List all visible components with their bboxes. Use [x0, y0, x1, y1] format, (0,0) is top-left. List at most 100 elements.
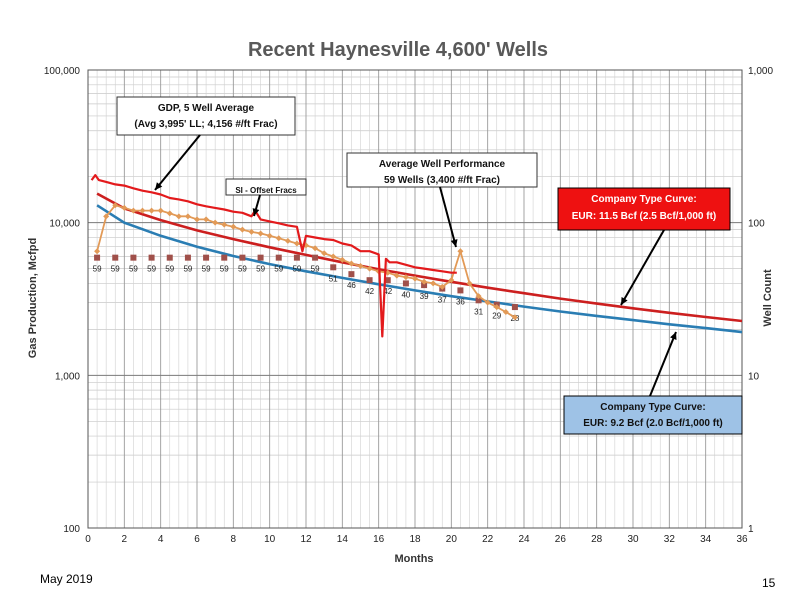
well-count-marker [421, 282, 428, 289]
x-tick-label: 26 [555, 534, 567, 545]
well-count-marker [203, 254, 210, 261]
well-count-label: 59 [111, 265, 120, 274]
well-count-label: 59 [238, 265, 247, 274]
average-well-marker [248, 228, 255, 235]
annotation-type-curve-blue-text: Company Type Curve: [600, 402, 705, 413]
average-well-marker [502, 308, 509, 315]
average-well-marker [266, 232, 273, 239]
x-tick-label: 32 [664, 534, 676, 545]
gdp-average-line [90, 174, 457, 338]
well-count-label: 59 [274, 265, 283, 274]
x-tick-label: 6 [194, 534, 200, 545]
well-count-marker [293, 254, 300, 261]
average-well-marker [475, 293, 482, 300]
average-well-marker [439, 283, 446, 290]
well-count-marker [257, 254, 264, 261]
x-tick-label: 36 [736, 534, 748, 545]
x-tick-label: 12 [300, 534, 312, 545]
well-count-label: 46 [347, 281, 356, 290]
well-count-marker [366, 277, 373, 284]
average-well-marker [511, 314, 518, 321]
page-number: 15 [762, 576, 776, 590]
average-well-marker [348, 260, 355, 267]
x-tick-label: 8 [231, 534, 237, 545]
well-count-label: 29 [492, 312, 501, 321]
well-count-marker [384, 277, 391, 284]
annotation-average-well: Average Well Performance 59 Wells (3,400 … [346, 152, 538, 188]
average-well-marker [484, 299, 491, 306]
x-tick-label: 18 [409, 534, 421, 545]
well-count-marker [166, 254, 173, 261]
well-count-marker [330, 264, 337, 271]
annotation-gdp-arrowhead [155, 182, 163, 190]
y-tick-label: 100,000 [44, 66, 81, 77]
average-well-marker [293, 240, 300, 247]
annotation-gdp: GDP, 5 Well Average (Avg 3,995' LL; 4,156… [116, 96, 296, 136]
annotation-type-curve-blue-arrowhead [670, 332, 677, 340]
average-well-marker [275, 235, 282, 242]
annotation-average-well-box [346, 152, 538, 188]
annotation-type-curve-red-text: Company Type Curve: [591, 194, 696, 205]
well-count-marker [457, 287, 464, 294]
well-count-marker [239, 254, 246, 261]
well-count-marker [312, 254, 319, 261]
well-count-marker [94, 254, 101, 261]
average-well-marker [457, 248, 464, 255]
well-count-label: 59 [220, 265, 229, 274]
x-tick-label: 30 [627, 534, 639, 545]
well-count-marker [221, 254, 228, 261]
x-axis-label: Months [394, 553, 433, 565]
y2-tick-label: 10 [748, 371, 760, 382]
average-well-marker [166, 210, 173, 217]
average-well-marker [130, 207, 137, 214]
average-well-marker [402, 274, 409, 281]
annotation-type-curve-blue-text: EUR: 9.2 Bcf (2.0 Bcf/1,000 ft) [583, 418, 723, 429]
well-count-label: 37 [438, 296, 447, 305]
footer-date: May 2019 [40, 572, 93, 586]
average-well-marker [312, 245, 319, 252]
x-tick-label: 22 [482, 534, 494, 545]
well-count-label: 59 [165, 265, 174, 274]
annotation-gdp-box [116, 96, 296, 136]
well-count-marker [130, 254, 137, 261]
annotation-offset-fracs: SI - Offset Fracs [225, 178, 307, 196]
annotation-average-well-text: 59 Wells (3,400 #/ft Frac) [384, 175, 500, 186]
well-count-marker [348, 271, 355, 278]
annotation-type-curve-blue-box [563, 395, 743, 435]
annotation-average-well-arrowhead [450, 239, 458, 247]
average-well-marker [257, 230, 264, 237]
well-count-label: 59 [292, 265, 301, 274]
average-well-marker [466, 280, 473, 287]
average-well-marker [184, 213, 191, 220]
well-count-marker [475, 297, 482, 304]
average-well-marker [330, 253, 337, 260]
plot-frame [87, 69, 743, 529]
average-well-marker [393, 272, 400, 279]
well-count-label: 59 [129, 265, 138, 274]
average-well-marker [493, 304, 500, 311]
annotation-type-curve-red-arrow [620, 229, 665, 306]
type-curve-9-2-line [96, 204, 743, 334]
well-count-label: 31 [474, 307, 483, 316]
y2-tick-label: 1,000 [748, 66, 773, 77]
annotation-gdp-text: (Avg 3,995' LL; 4,156 #/ft Frac) [134, 119, 277, 130]
annotation-type-curve-red: Company Type Curve: EUR: 11.5 Bcf (2.5 Bc… [557, 187, 731, 231]
average-well-marker [112, 202, 119, 209]
grid [87, 69, 743, 529]
well-count-marker [184, 254, 191, 261]
x-tick-label: 2 [122, 534, 128, 545]
average-well-marker [157, 207, 164, 214]
average-well-marker [366, 265, 373, 272]
y-axis-label: Gas Production, Mcfpd [27, 238, 39, 358]
annotation-type-curve-red-text: EUR: 11.5 Bcf (2.5 Bcf/1,000 ft) [572, 211, 717, 222]
well-count-label: 59 [93, 265, 102, 274]
well-count-label: 59 [202, 265, 211, 274]
annotation-average-well-text: Average Well Performance [379, 159, 506, 170]
average-well-marker [103, 213, 110, 220]
average-well-marker [221, 221, 228, 228]
annotation-type-curve-blue-arrow [649, 331, 677, 397]
annotation-type-curve-blue: Company Type Curve: EUR: 9.2 Bcf (2.0 Bcf… [563, 395, 743, 435]
x-tick-label: 4 [158, 534, 164, 545]
average-well-marker [357, 263, 364, 270]
